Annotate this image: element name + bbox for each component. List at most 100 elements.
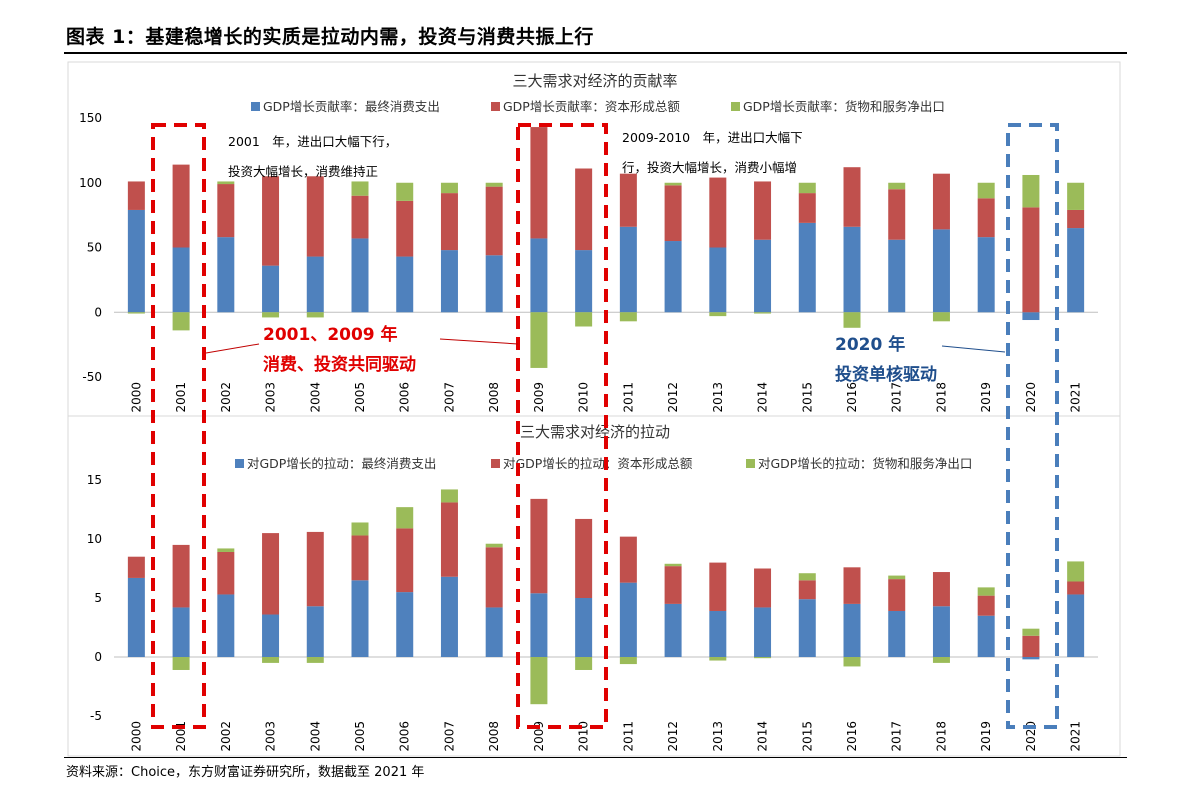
figure-source: 资料来源：Choice，东方财富证券研究所，数据截至 2021 年 — [66, 765, 425, 780]
chart2-legend-swatch-investment — [491, 459, 500, 468]
chart2-frame — [67, 415, 1121, 757]
chart1-xtick-label: 2000 — [129, 382, 143, 413]
chart2-bar-investment-2012 — [664, 566, 682, 604]
chart1-bar-investment-2002 — [217, 184, 235, 238]
chart1-bar-net-exports-2016 — [843, 312, 861, 328]
chart1-legend-consumption: GDP增长贡献率：最终消费支出 — [263, 99, 440, 114]
chart2-bar-consumption-2004 — [306, 606, 324, 657]
chart2-xtick-label: 2002 — [219, 721, 233, 752]
chart2-bar-net-exports-2019 — [977, 587, 995, 596]
chart2-bar-net-exports-2002 — [217, 548, 235, 552]
chart1-bar-investment-2017 — [888, 189, 906, 240]
chart2-bar-net-exports-2008 — [485, 543, 503, 548]
chart2-xtick-label: 2000 — [129, 721, 143, 752]
chart2-xtick-label: 2017 — [890, 721, 904, 752]
chart2-bar-net-exports-2020 — [1022, 628, 1040, 636]
chart1-bar-investment-2005 — [351, 195, 369, 239]
chart1-bar-investment-2012 — [664, 185, 682, 242]
chart1-xtick-label: 2006 — [398, 382, 412, 413]
chart2-xtick-label: 2004 — [308, 721, 322, 752]
highlight-box-2020 — [1006, 123, 1059, 729]
chart1-bar-consumption-2006 — [396, 256, 414, 313]
chart2-bar-consumption-2017 — [888, 610, 906, 657]
chart2-bar-investment-2013 — [709, 562, 727, 611]
chart2-bar-consumption-2021 — [1067, 594, 1085, 657]
chart1-legend-swatch-consumption — [251, 102, 260, 111]
highlight-box-2001 — [151, 123, 206, 729]
chart2-bar-investment-2008 — [485, 547, 503, 608]
chart1-xtick-label: 2010 — [577, 382, 591, 413]
chart2-xtick-label: 2008 — [487, 721, 501, 752]
chart2-bar-net-exports-2014 — [754, 657, 772, 659]
callout-blue-line2: 投资单核驱动 — [835, 364, 937, 385]
callout-red-connector-left — [205, 343, 260, 354]
chart2-title: 三大需求对经济的拉动 — [520, 423, 670, 441]
chart1-xtick-label: 2011 — [621, 382, 635, 413]
chart1-bar-net-exports-2021 — [1067, 182, 1085, 210]
chart1-legend-swatch-investment — [491, 102, 500, 111]
chart1-bar-investment-2018 — [932, 173, 950, 230]
chart1-xtick-label: 2001 — [174, 382, 188, 413]
chart1-bar-net-exports-2019 — [977, 182, 995, 199]
chart2-bar-net-exports-2011 — [619, 657, 637, 665]
chart1-legend-investment: GDP增长贡献率：资本形成总额 — [503, 99, 680, 114]
chart1-annotation-2001-line2: 投资大幅增长，消费维持正 — [228, 164, 378, 179]
chart1-xtick-label: 2004 — [308, 382, 322, 413]
chart1-ytick-label: -50 — [82, 370, 102, 384]
chart2-bar-net-exports-2012 — [664, 563, 682, 567]
chart2-bar-net-exports-2001 — [172, 657, 190, 670]
chart1-xtick-label: 2020 — [1024, 382, 1038, 413]
chart1-bar-net-exports-2014 — [754, 312, 772, 314]
chart2-xtick-label: 2005 — [353, 721, 367, 752]
chart1-bar-net-exports-2004 — [306, 312, 324, 318]
chart2-bar-investment-2021 — [1067, 581, 1085, 595]
chart2-ytick-label: 0 — [94, 650, 102, 664]
chart1-bar-consumption-2010 — [575, 250, 593, 313]
chart1-bar-net-exports-2010 — [575, 312, 593, 327]
chart2-bar-consumption-2020 — [1022, 657, 1040, 660]
chart1-bar-consumption-2014 — [754, 239, 772, 313]
chart1-bar-investment-2014 — [754, 181, 772, 240]
chart2-bar-investment-2018 — [932, 572, 950, 607]
chart1-annotation-2009-line1: 2009-2010 年，进出口大幅下 — [622, 130, 803, 145]
chart1-bar-investment-2010 — [575, 168, 593, 251]
chart1-legend-netexports: GDP增长贡献率：货物和服务净出口 — [743, 99, 945, 114]
chart1-xtick-label: 2007 — [442, 382, 456, 413]
chart1-bar-investment-2008 — [485, 186, 503, 256]
chart2-ytick-label: 15 — [87, 473, 102, 487]
chart1-annotation-2009-line2: 行，投资大幅增长，消费小幅增 — [622, 160, 797, 175]
chart2-bar-net-exports-2010 — [575, 657, 593, 670]
chart2-legend-consumption: 对GDP增长的拉动：最终消费支出 — [247, 456, 436, 471]
chart2-bar-consumption-2015 — [798, 599, 816, 657]
chart2-xtick-label: 2018 — [934, 721, 948, 752]
chart1-xtick-label: 2013 — [711, 382, 725, 413]
chart2-xtick-label: 2012 — [666, 721, 680, 752]
chart1-bar-net-exports-2007 — [440, 182, 458, 194]
chart2-bar-investment-2019 — [977, 595, 995, 616]
chart1-bar-consumption-2012 — [664, 241, 682, 313]
title-rule — [64, 52, 1127, 54]
chart2-bar-consumption-2010 — [575, 598, 593, 657]
chart1-bar-investment-2001 — [172, 164, 190, 248]
chart1-ytick-label: 0 — [94, 305, 102, 319]
source-rule — [64, 757, 1127, 758]
chart1-bar-investment-2015 — [798, 193, 816, 223]
chart2-bar-consumption-2018 — [932, 606, 950, 657]
callout-blue-connector — [941, 345, 1006, 353]
chart2-bar-investment-2004 — [306, 531, 324, 607]
chart2-xtick-label: 2015 — [800, 721, 814, 752]
chart2-bar-investment-2006 — [396, 528, 414, 593]
chart1-bar-net-exports-2008 — [485, 182, 503, 187]
chart2-bar-net-exports-2016 — [843, 657, 861, 667]
chart2-legend-netexports: 对GDP增长的拉动：货物和服务净出口 — [758, 456, 972, 471]
chart2-bar-consumption-2007 — [440, 576, 458, 657]
chart1-plot: -50 0 50 100 150 2000 2001 2002 2003 2004 2005 2006… — [79, 111, 1098, 413]
chart2-xtick-label: 2003 — [264, 721, 278, 752]
chart2-bar-investment-2001 — [172, 544, 190, 608]
chart1-bar-consumption-2011 — [619, 226, 637, 313]
chart1-bar-investment-2021 — [1067, 209, 1085, 229]
chart1-bar-consumption-2019 — [977, 237, 995, 313]
chart1-bar-consumption-2016 — [843, 226, 861, 313]
chart1-bar-consumption-2009 — [530, 238, 548, 313]
